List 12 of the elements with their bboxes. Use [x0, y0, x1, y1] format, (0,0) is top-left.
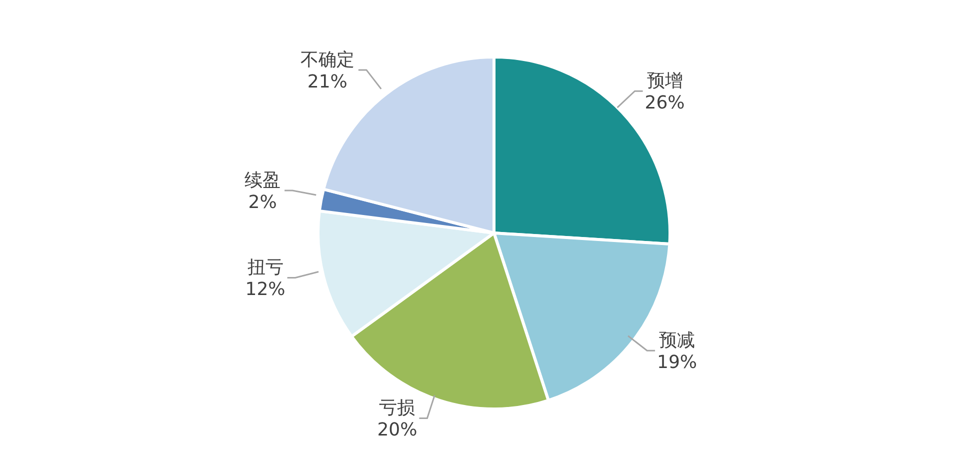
- slice-label: 预增: [646, 70, 683, 92]
- data-label: 21%: [307, 71, 348, 92]
- slice-label: 预减: [659, 330, 696, 351]
- slice-label: 不确定: [300, 49, 354, 70]
- data-label: 12%: [245, 279, 286, 300]
- data-label: 26%: [644, 92, 685, 114]
- slice-label: 扭亏: [247, 257, 284, 278]
- data-label: 2%: [248, 192, 277, 213]
- data-label: 20%: [377, 420, 418, 441]
- slice-label: 续盈: [244, 170, 281, 191]
- slice-label: 亏损: [379, 398, 416, 419]
- data-label: 19%: [657, 352, 698, 373]
